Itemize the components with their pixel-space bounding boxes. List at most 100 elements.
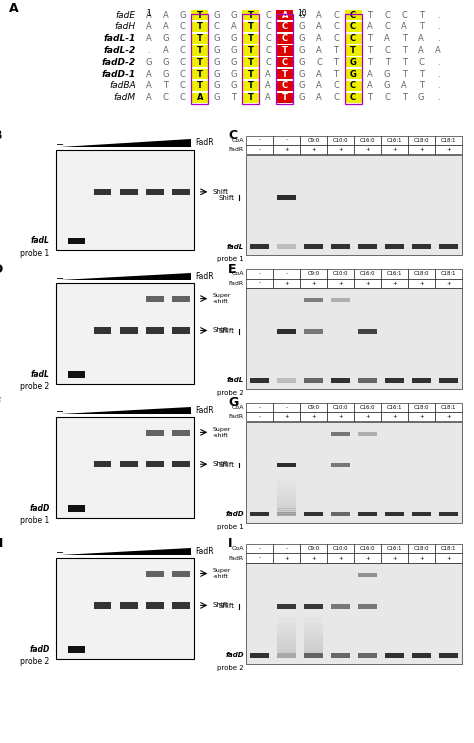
Bar: [331, 653, 350, 658]
Text: +: +: [365, 556, 370, 560]
Text: Super
-shift: Super -shift: [212, 568, 231, 579]
Text: G: G: [299, 46, 305, 55]
Bar: [276, 22, 293, 32]
Bar: [304, 653, 323, 658]
Text: C9:0: C9:0: [308, 546, 319, 551]
Text: C: C: [401, 10, 407, 19]
Bar: [354, 544, 381, 554]
Text: T: T: [384, 58, 390, 67]
Bar: [246, 135, 273, 145]
Text: .: .: [437, 34, 439, 43]
Text: T: T: [282, 46, 288, 55]
Text: fadH: fadH: [115, 22, 136, 31]
Bar: [358, 432, 377, 435]
Text: T: T: [367, 58, 373, 67]
Bar: [408, 269, 435, 279]
Text: C16:0: C16:0: [360, 137, 375, 143]
Bar: [304, 298, 323, 302]
Bar: [304, 635, 323, 637]
Text: +: +: [447, 556, 451, 560]
Bar: [345, 10, 362, 20]
Text: T: T: [334, 58, 338, 67]
Text: +: +: [365, 147, 370, 152]
Text: .: .: [437, 70, 439, 79]
Text: A: A: [367, 82, 373, 91]
Text: G: G: [163, 58, 169, 67]
Bar: [276, 81, 293, 91]
Bar: [277, 612, 296, 614]
Text: C: C: [265, 46, 271, 55]
Text: G: G: [384, 70, 390, 79]
Text: A: A: [316, 93, 322, 103]
Text: C: C: [333, 22, 339, 31]
Text: fadD: fadD: [225, 652, 244, 658]
Bar: [304, 642, 323, 644]
Text: G: G: [214, 93, 220, 103]
Text: A: A: [282, 10, 288, 19]
Bar: [345, 45, 362, 56]
Bar: [276, 57, 293, 68]
Bar: [327, 412, 354, 421]
Bar: [277, 617, 296, 619]
Text: C: C: [282, 82, 288, 91]
Text: I: I: [228, 537, 232, 551]
Text: G: G: [231, 34, 237, 43]
Text: C: C: [214, 22, 220, 31]
Text: fadL: fadL: [227, 377, 244, 383]
Bar: [304, 629, 323, 631]
Text: fadL: fadL: [31, 370, 50, 379]
Text: C: C: [384, 46, 390, 55]
Text: C: C: [180, 34, 186, 43]
Bar: [277, 487, 296, 490]
Bar: [304, 655, 323, 658]
Text: C9:0: C9:0: [308, 405, 319, 410]
Bar: [276, 33, 293, 44]
Bar: [242, 93, 259, 103]
Text: −: −: [56, 140, 64, 150]
Text: FadR: FadR: [196, 272, 214, 281]
Text: T: T: [248, 34, 254, 43]
Text: C: C: [316, 58, 322, 67]
Bar: [381, 403, 408, 412]
Text: A: A: [163, 46, 169, 55]
Bar: [146, 430, 164, 435]
Bar: [273, 554, 300, 562]
Bar: [412, 653, 431, 658]
Bar: [354, 269, 381, 279]
Bar: [408, 279, 435, 288]
Bar: [300, 279, 327, 288]
Bar: [381, 269, 408, 279]
Text: G: G: [231, 70, 237, 79]
Text: G: G: [299, 58, 305, 67]
Text: CoA: CoA: [231, 271, 244, 276]
Text: C: C: [265, 34, 271, 43]
Text: probe 1: probe 1: [217, 524, 244, 530]
Bar: [439, 244, 458, 249]
Text: C18:0: C18:0: [414, 271, 429, 276]
Bar: [277, 633, 296, 635]
Text: C: C: [228, 129, 237, 142]
Text: T: T: [367, 34, 373, 43]
Text: G: G: [418, 93, 424, 103]
Text: C: C: [333, 82, 339, 91]
Bar: [276, 69, 293, 80]
Bar: [277, 508, 296, 510]
Bar: [331, 432, 350, 435]
Text: +: +: [284, 415, 289, 419]
Text: A: A: [231, 22, 237, 31]
Bar: [246, 422, 462, 522]
Text: fadL: fadL: [227, 244, 244, 250]
Text: A: A: [316, 22, 322, 31]
Text: G: G: [214, 34, 220, 43]
Text: C16:1: C16:1: [387, 405, 402, 410]
Bar: [304, 626, 323, 629]
Text: C16:1: C16:1: [387, 546, 402, 551]
Bar: [191, 93, 209, 103]
Bar: [327, 145, 354, 154]
Text: C9:0: C9:0: [308, 271, 319, 276]
Text: C: C: [180, 93, 186, 103]
Text: G: G: [299, 70, 305, 79]
Text: -: -: [259, 137, 261, 143]
Text: C: C: [333, 34, 339, 43]
Text: T: T: [248, 93, 254, 103]
